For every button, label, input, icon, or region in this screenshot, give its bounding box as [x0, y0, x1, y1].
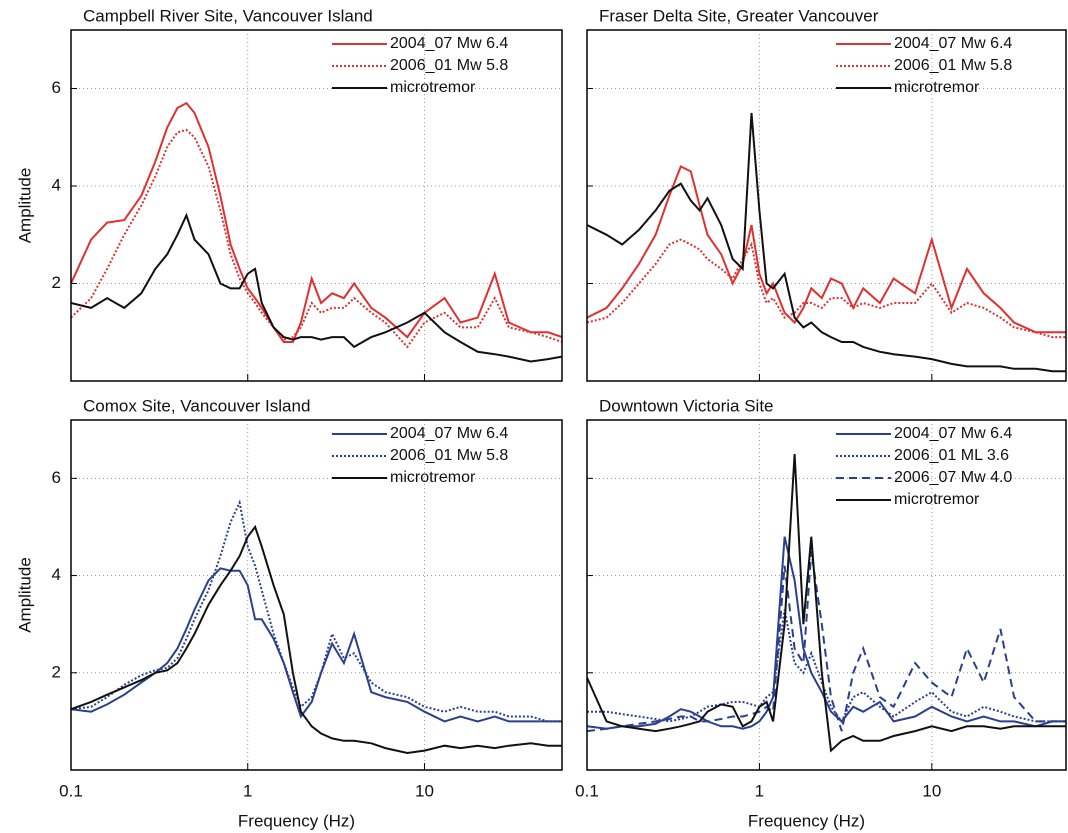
- y-axis-label: Amplitude: [15, 557, 34, 633]
- y-axis-label: Amplitude: [15, 168, 34, 244]
- x-axis-label: Frequency (Hz): [748, 811, 865, 830]
- series-line: [587, 609, 1066, 724]
- series-line: [587, 238, 1066, 339]
- plot-frame: [586, 419, 1067, 771]
- y-tick-label: 2: [52, 662, 61, 681]
- plot-frame: [70, 419, 563, 771]
- y-tick-label: 2: [52, 273, 61, 292]
- legend-text: 2004_07 Mw 6.4: [390, 425, 508, 442]
- legend-text: microtremor: [894, 79, 980, 96]
- panel-title: Comox Site, Vancouver Island: [83, 396, 310, 415]
- series-line: [71, 101, 562, 343]
- x-tick-label: 10: [922, 781, 941, 800]
- legend-text: 2006_01 Mw 5.8: [894, 57, 1012, 74]
- legend-text: 2006_01 Mw 5.8: [390, 447, 508, 464]
- x-tick-label: 10: [415, 781, 434, 800]
- y-tick-label: 4: [52, 175, 61, 194]
- series-line: [587, 536, 1066, 730]
- y-tick-label: 6: [52, 468, 61, 487]
- legend-text: microtremor: [894, 491, 980, 508]
- plot-frame: [70, 29, 563, 382]
- legend-text: microtremor: [390, 79, 476, 96]
- series-line: [587, 453, 1066, 753]
- legend-text: 2004_07 Mw 6.4: [894, 425, 1012, 442]
- legend-text: 2004_07 Mw 6.4: [894, 35, 1012, 52]
- plot-frame: [586, 29, 1067, 382]
- x-tick-label: 1: [243, 781, 252, 800]
- series-line: [71, 524, 562, 755]
- x-tick-label: 1: [755, 781, 764, 800]
- panel: 2 4 6 0.1 1 10 2004_07 Mw 6.4 2006_01 Mw 5.8 mic…: [15, 396, 563, 830]
- panel: 2 4 6 2004_07 Mw 6.4 2006_01 Mw 5.8 microtrem…: [15, 6, 563, 382]
- legend-text: 2004_07 Mw 6.4: [390, 35, 508, 52]
- legend-text: 2006_01 Mw 5.8: [390, 57, 508, 74]
- panel-title: Fraser Delta Site, Greater Vancouver: [599, 6, 879, 25]
- series-line: [71, 567, 562, 723]
- panel-title: Downtown Victoria Site: [599, 396, 774, 415]
- panel: 2004_07 Mw 6.4 2006_01 Mw 5.8 microtremor F…: [586, 6, 1067, 382]
- series-line: [587, 551, 1066, 733]
- legend-text: 2006_01 ML 3.6: [894, 447, 1009, 464]
- panel-title: Campbell River Site, Vancouver Island: [83, 6, 373, 25]
- legend-text: microtremor: [390, 469, 476, 486]
- panel: 0.1 1 10 2004_07 Mw 6.4 2006_01 ML 3.6 2006_0…: [575, 396, 1067, 830]
- series-line: [71, 212, 562, 363]
- y-tick-label: 4: [52, 565, 61, 584]
- series-line: [587, 165, 1066, 334]
- series-line: [71, 128, 562, 349]
- x-axis-label: Frequency (Hz): [238, 811, 355, 830]
- series-line: [71, 499, 562, 723]
- y-tick-label: 6: [52, 78, 61, 97]
- x-tick-label: 0.1: [575, 781, 599, 800]
- x-tick-label: 0.1: [59, 781, 83, 800]
- series-line: [587, 112, 1066, 373]
- legend-text: 2006_07 Mw 4.0: [894, 469, 1012, 486]
